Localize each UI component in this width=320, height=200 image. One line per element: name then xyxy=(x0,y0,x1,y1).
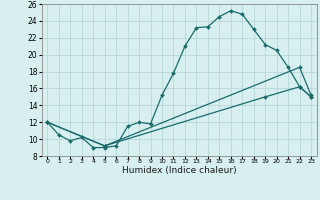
X-axis label: Humidex (Indice chaleur): Humidex (Indice chaleur) xyxy=(122,166,236,175)
